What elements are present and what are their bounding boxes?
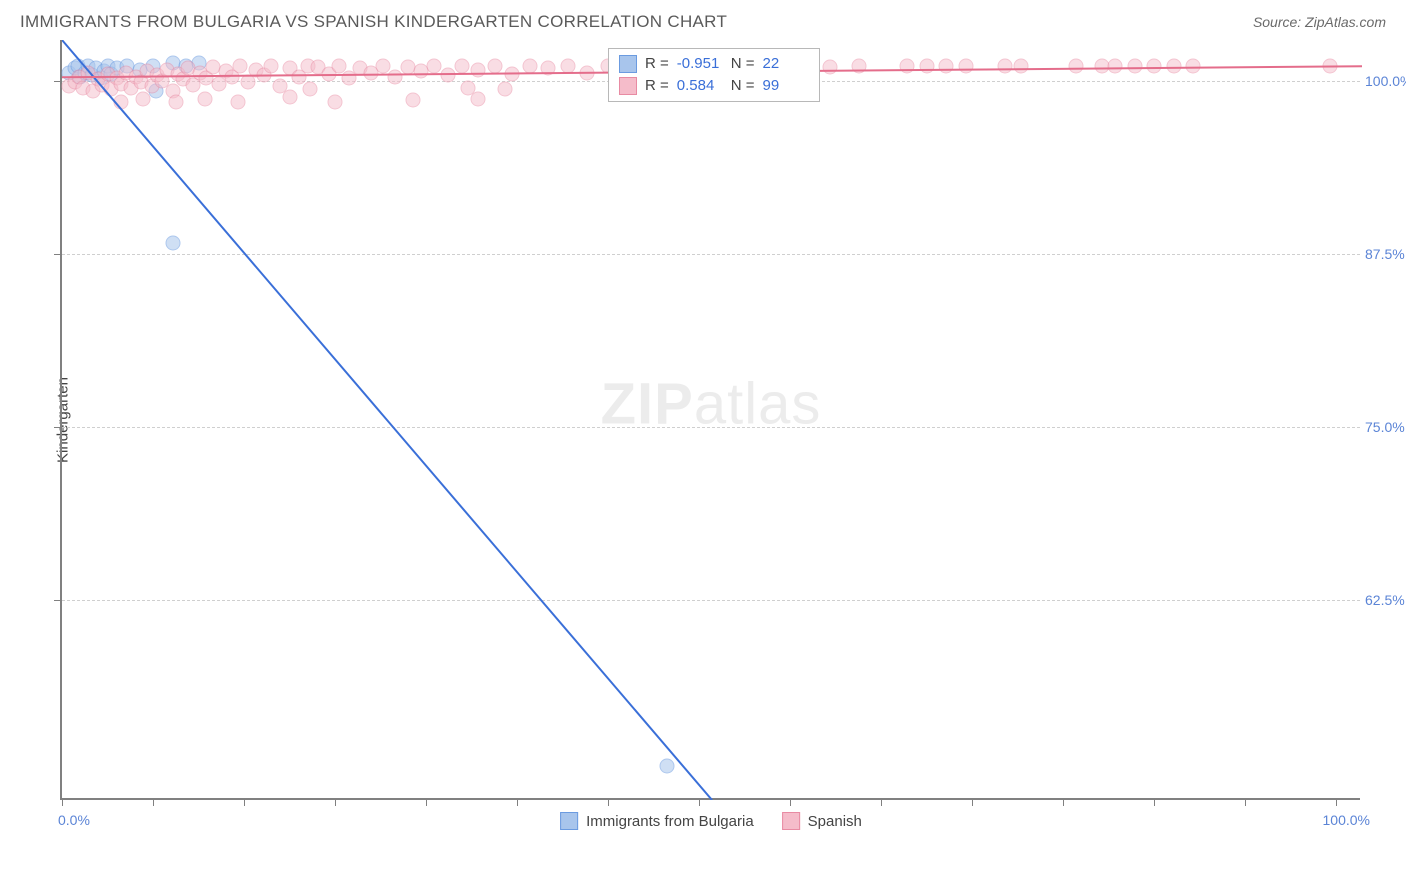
data-point-pink: [1069, 58, 1084, 73]
data-point-pink: [541, 61, 556, 76]
x-tick: [972, 798, 973, 806]
y-tick: [54, 600, 62, 601]
legend-label: Immigrants from Bulgaria: [586, 813, 754, 830]
x-max-label: 100.0%: [1323, 812, 1370, 828]
data-point-pink: [264, 58, 279, 73]
data-point-pink: [939, 58, 954, 73]
y-tick-label: 100.0%: [1365, 73, 1406, 89]
r-value: 0.584: [677, 77, 723, 94]
x-tick: [426, 798, 427, 806]
x-min-label: 0.0%: [58, 812, 90, 828]
x-tick: [1154, 798, 1155, 806]
data-point-pink: [455, 58, 470, 73]
data-point-pink: [387, 69, 402, 84]
x-tick: [517, 798, 518, 806]
x-tick: [335, 798, 336, 806]
gridline: [62, 427, 1360, 428]
x-tick: [608, 798, 609, 806]
data-point-pink: [523, 58, 538, 73]
data-point-pink: [169, 94, 184, 109]
data-point-pink: [471, 62, 486, 77]
gridline: [62, 600, 1360, 601]
r-label: R =: [645, 77, 669, 94]
x-tick: [1336, 798, 1337, 806]
r-label: R =: [645, 55, 669, 72]
data-point-blue: [165, 235, 180, 250]
legend-item-pink: Spanish: [782, 812, 862, 830]
data-point-pink: [406, 93, 421, 108]
x-tick: [153, 798, 154, 806]
data-point-blue: [659, 759, 674, 774]
n-label: N =: [731, 55, 755, 72]
x-tick: [881, 798, 882, 806]
legend-swatch-pink: [782, 812, 800, 830]
x-tick: [1063, 798, 1064, 806]
legend-label: Spanish: [808, 813, 862, 830]
data-point-pink: [303, 82, 318, 97]
data-point-pink: [233, 58, 248, 73]
x-tick: [244, 798, 245, 806]
data-point-pink: [1322, 58, 1337, 73]
data-point-pink: [1186, 58, 1201, 73]
data-point-pink: [328, 94, 343, 109]
chart-container: Kindergarten ZIPatlas 62.5%75.0%87.5%100…: [60, 40, 1386, 800]
y-tick: [54, 254, 62, 255]
stats-row-pink: R = 0.584 N = 99: [619, 75, 809, 97]
data-point-pink: [504, 66, 519, 81]
data-point-pink: [1108, 58, 1123, 73]
swatch-pink: [619, 77, 637, 95]
chart-title: IMMIGRANTS FROM BULGARIA VS SPANISH KIND…: [20, 12, 727, 32]
x-tick: [699, 798, 700, 806]
scatter-plot: ZIPatlas 62.5%75.0%87.5%100.0%0.0%100.0%…: [60, 40, 1360, 800]
x-tick: [790, 798, 791, 806]
data-point-pink: [919, 58, 934, 73]
data-point-pink: [580, 65, 595, 80]
regression-lines-layer: [62, 40, 1362, 800]
regression-line-blue: [62, 40, 712, 800]
data-point-pink: [1127, 58, 1142, 73]
y-tick-label: 75.0%: [1365, 419, 1406, 435]
n-value: 99: [763, 77, 809, 94]
data-point-pink: [471, 91, 486, 106]
data-point-pink: [230, 94, 245, 109]
n-value: 22: [763, 55, 809, 72]
data-point-pink: [560, 58, 575, 73]
y-tick: [54, 427, 62, 428]
x-tick: [62, 798, 63, 806]
data-point-pink: [113, 94, 128, 109]
data-point-pink: [498, 82, 513, 97]
data-point-pink: [851, 58, 866, 73]
y-tick-label: 62.5%: [1365, 592, 1406, 608]
data-point-pink: [1014, 58, 1029, 73]
data-point-pink: [997, 58, 1012, 73]
data-point-pink: [135, 91, 150, 106]
data-point-pink: [1147, 58, 1162, 73]
data-point-pink: [487, 58, 502, 73]
source-attribution: Source: ZipAtlas.com: [1253, 14, 1386, 30]
legend-swatch-blue: [560, 812, 578, 830]
legend-item-blue: Immigrants from Bulgaria: [560, 812, 754, 830]
data-point-pink: [426, 58, 441, 73]
y-tick-label: 87.5%: [1365, 246, 1406, 262]
data-point-pink: [958, 58, 973, 73]
data-point-pink: [282, 90, 297, 105]
series-legend: Immigrants from Bulgaria Spanish: [560, 812, 862, 830]
data-point-pink: [900, 58, 915, 73]
data-point-pink: [1166, 58, 1181, 73]
n-label: N =: [731, 77, 755, 94]
stats-row-blue: R = -0.951 N = 22: [619, 53, 809, 75]
stats-legend: R = -0.951 N = 22 R = 0.584 N = 99: [608, 48, 820, 102]
data-point-pink: [441, 68, 456, 83]
swatch-blue: [619, 55, 637, 73]
gridline: [62, 254, 1360, 255]
data-point-pink: [823, 60, 838, 75]
x-tick: [1245, 798, 1246, 806]
data-point-pink: [198, 91, 213, 106]
r-value: -0.951: [677, 55, 723, 72]
